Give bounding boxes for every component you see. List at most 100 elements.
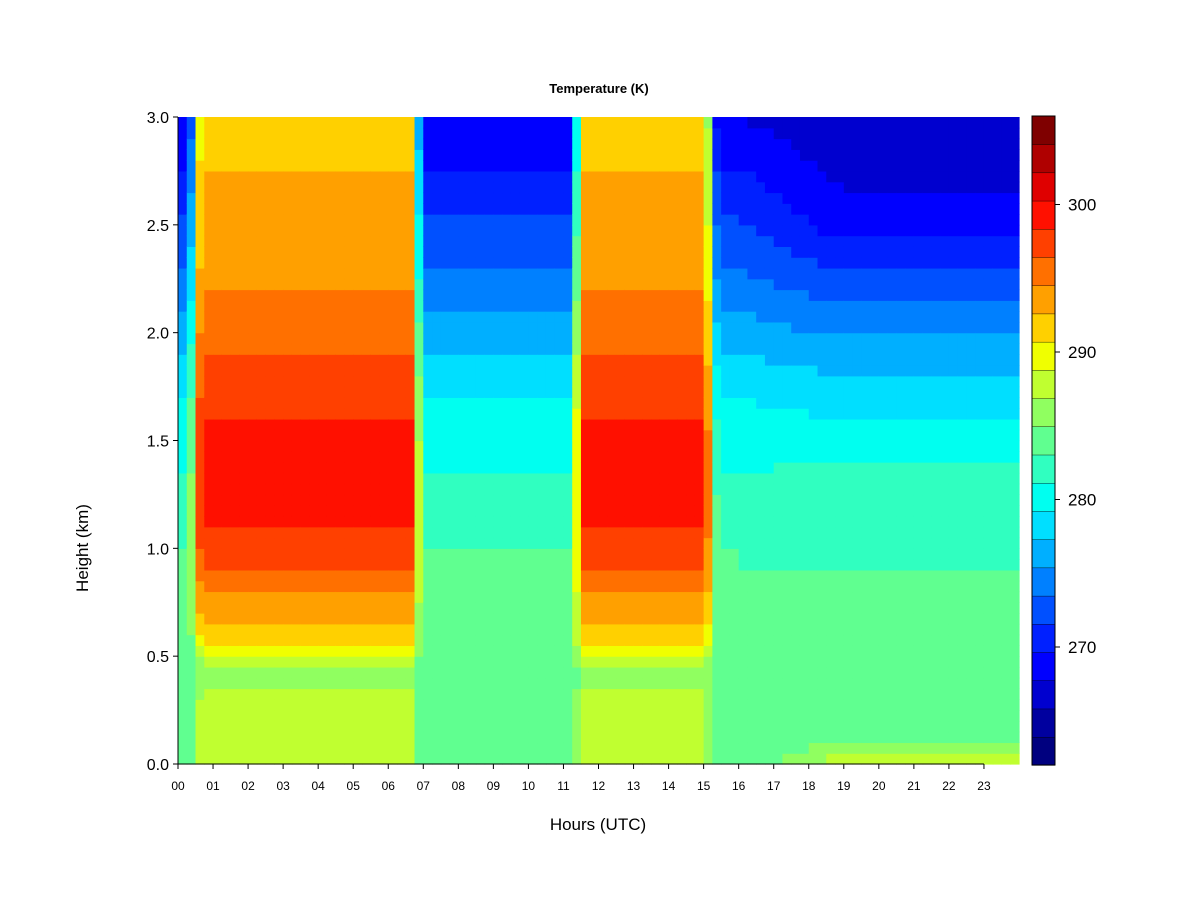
heatmap-cell [712,720,722,733]
heatmap-cell [344,548,354,560]
heatmap-cell [773,483,784,496]
heatmap-cell [309,257,319,269]
heatmap-cell [423,537,433,549]
heatmap-cell [388,602,398,614]
heatmap-cell [186,246,197,258]
heatmap-cell [318,666,328,679]
heatmap-cell [589,613,600,625]
heatmap-cell [528,170,538,183]
heatmap-cell [265,591,275,603]
heatmap-cell [326,127,337,140]
heatmap-cell [186,160,197,172]
heatmap-cell [738,181,749,194]
heatmap-cell [484,127,494,140]
heatmap-cell [835,332,845,345]
heatmap-cell [484,753,494,765]
heatmap-cell [414,688,424,700]
heatmap-cell [335,505,346,517]
heatmap-cell [502,559,512,571]
heatmap-cell [738,677,749,690]
heatmap-cell [283,397,293,409]
heatmap-cell [256,214,267,226]
heatmap-cell [659,192,670,204]
heatmap-cell [204,289,214,301]
heatmap-cell [502,688,512,700]
heatmap-cell [738,311,749,323]
heatmap-cell [852,192,862,204]
heatmap-cell [528,666,538,679]
heatmap-cell [528,203,538,215]
heatmap-cell [747,591,757,603]
heatmap-cell [353,742,363,754]
heatmap-cell [440,462,451,474]
heatmap-cell [204,613,214,625]
heatmap-cell [773,569,784,582]
heatmap-cell [388,408,398,420]
heatmap-cell [721,311,731,323]
heatmap-cell [283,267,293,280]
heatmap-cell [414,472,424,485]
heatmap-cell [624,311,635,323]
heatmap-cell [300,602,311,614]
heatmap-cell [607,602,617,614]
heatmap-cell [817,160,827,172]
heatmap-cell [686,645,696,657]
heatmap-cell [361,170,372,183]
heatmap-cell [589,192,600,204]
heatmap-cell [607,214,617,226]
heatmap-cell [817,365,827,377]
heatmap-cell [878,656,889,668]
heatmap-cell [712,483,722,496]
heatmap-cell [318,634,328,646]
heatmap-cell [624,483,635,496]
heatmap-cell [221,623,232,636]
heatmap-cell [624,591,635,603]
heatmap-cell [589,753,600,765]
heatmap-cell [808,710,819,722]
heatmap-cell [213,472,223,485]
heatmap-cell [230,160,240,172]
heatmap-cell [799,656,810,668]
heatmap-cell [449,375,459,388]
heatmap-cell [896,127,906,140]
heatmap-cell [729,677,740,690]
heatmap-cell [694,666,705,679]
heatmap-cell [274,214,284,226]
heatmap-cell [449,117,459,129]
heatmap-cell [221,537,232,549]
heatmap-cell [563,451,573,463]
heatmap-cell [651,149,661,161]
heatmap-cell [291,181,302,194]
heatmap-cell [484,170,494,183]
heatmap-cell [616,300,626,312]
heatmap-cell [861,731,871,744]
heatmap-cell [283,656,293,668]
heatmap-cell [703,591,713,603]
heatmap-cell [432,440,442,452]
heatmap-cell [703,300,713,312]
heatmap-cell [265,677,275,690]
heatmap-cell [353,677,363,690]
heatmap-cell [616,720,626,733]
heatmap-cell [703,397,713,409]
heatmap-cell [791,505,801,517]
heatmap-cell [335,386,346,398]
heatmap-cell [344,160,354,172]
heatmap-cell [721,731,731,744]
heatmap-cell [326,332,337,345]
heatmap-cell [668,332,678,345]
heatmap-cell [221,699,232,711]
heatmap-cell [729,224,740,237]
heatmap-cell [607,246,617,258]
heatmap-cell [335,192,346,204]
heatmap-cell [204,634,214,646]
heatmap-cell [458,613,468,625]
heatmap-cell [414,548,424,560]
heatmap-cell [870,203,880,215]
heatmap-cell [458,472,468,485]
heatmap-cell [808,127,819,140]
heatmap-cell [195,203,205,215]
heatmap-cell [642,343,652,355]
heatmap-cell [397,429,407,442]
heatmap-cell [668,224,678,237]
